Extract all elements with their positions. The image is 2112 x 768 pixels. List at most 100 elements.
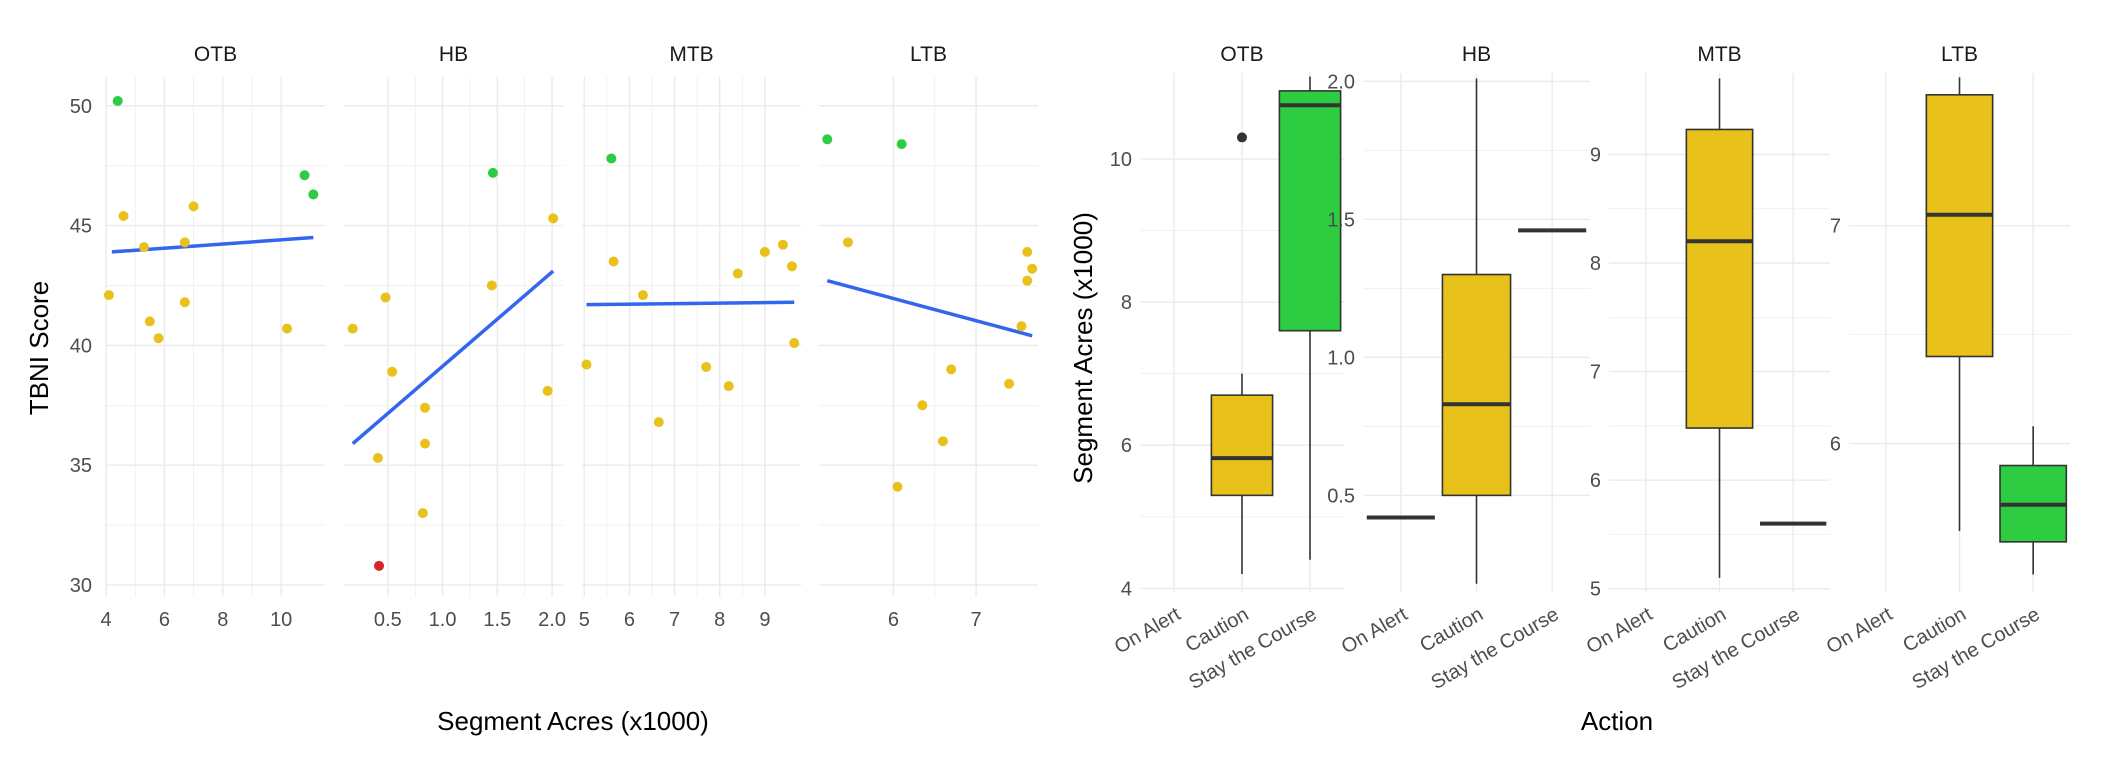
- data-point: [542, 385, 553, 396]
- scatter-panel-hb: HB 0.5 1.0 1.5 2.0: [344, 43, 566, 631]
- data-point: [917, 400, 928, 411]
- data-point: [892, 481, 903, 492]
- x-tick-label: On Alert: [1583, 603, 1657, 658]
- facet-strip-label: HB: [439, 43, 468, 66]
- data-point: [380, 292, 391, 303]
- facet-strip-label: HB: [1462, 43, 1491, 66]
- box: [1210, 394, 1274, 497]
- data-point: [732, 268, 743, 279]
- x-tick-label: 10: [270, 609, 292, 631]
- x-tick-label: 0.5: [374, 609, 402, 631]
- boxplot-caution: [1441, 78, 1512, 584]
- data-point: [786, 261, 797, 272]
- data-point: [103, 290, 114, 301]
- data-point: [188, 201, 199, 212]
- data-point: [138, 242, 149, 253]
- outlier-point: [1237, 132, 1247, 143]
- data-point: [118, 210, 129, 221]
- x-tick-label: 5: [579, 609, 590, 631]
- boxplot-stay-the-course: [1278, 76, 1342, 560]
- boxplot-caution: [1685, 78, 1754, 578]
- boxplot-caution: [1210, 132, 1274, 575]
- x-tick-label: Stay the Course: [1668, 603, 1803, 694]
- y-tick-label: 45: [70, 216, 92, 238]
- trend-line: [826, 278, 1033, 338]
- data-point: [153, 333, 164, 344]
- y-tick-label: 9: [1590, 144, 1601, 166]
- data-point: [637, 290, 648, 301]
- x-tick-label: 1.0: [429, 609, 457, 631]
- data-point: [789, 337, 800, 348]
- data-point: [374, 560, 385, 571]
- y-tick-label: 1.0: [1327, 347, 1355, 369]
- data-point: [420, 402, 431, 413]
- box: [1685, 128, 1754, 429]
- scatter-panel-mtb: MTB 5 6 7 8 9: [579, 43, 801, 631]
- data-point: [420, 438, 431, 449]
- x-tick-label: Stay the Course: [1908, 603, 2043, 694]
- y-tick-label: 1.5: [1327, 209, 1355, 231]
- data-point: [486, 280, 497, 291]
- x-tick-label: 7: [669, 609, 680, 631]
- data-point: [299, 170, 310, 181]
- y-tick-label: 40: [70, 335, 92, 357]
- x-tick-label: 6: [159, 609, 170, 631]
- boxplot-caution: [1925, 77, 1994, 531]
- data-point: [896, 139, 907, 150]
- data-point: [487, 167, 498, 178]
- scatter-panel-ltb: LTB 6 7: [819, 43, 1038, 631]
- data-point: [777, 239, 788, 250]
- data-point: [144, 316, 155, 327]
- facet-strip-label: LTB: [1941, 43, 1978, 66]
- data-point: [1022, 246, 1033, 257]
- x-tick-label: On Alert: [1338, 603, 1412, 658]
- data-point: [417, 508, 428, 519]
- x-tick-label: 8: [217, 609, 228, 631]
- y-tick-label: 10: [1110, 149, 1132, 171]
- x-tick-label: 8: [714, 609, 725, 631]
- x-tick-label: 2.0: [538, 609, 566, 631]
- data-point: [1004, 378, 1015, 389]
- trend-line: [586, 300, 795, 307]
- box: [1278, 90, 1342, 332]
- data-point: [653, 417, 664, 428]
- data-point: [842, 237, 853, 248]
- facet-strip-label: OTB: [1220, 43, 1263, 66]
- data-point: [548, 213, 559, 224]
- x-tick-label: 6: [624, 609, 635, 631]
- data-point: [1027, 263, 1038, 274]
- trend-line: [351, 269, 555, 445]
- data-point: [1022, 275, 1033, 286]
- y-tick-label: 2.0: [1327, 71, 1355, 93]
- y-tick-label: 30: [70, 575, 92, 597]
- box: [1441, 273, 1512, 497]
- data-point: [946, 364, 957, 375]
- y-tick-label: 6: [1121, 435, 1132, 457]
- y-tick-label: 4: [1121, 578, 1132, 600]
- data-point: [723, 381, 734, 392]
- x-tick-label: 6: [888, 609, 899, 631]
- data-point: [282, 323, 293, 334]
- data-point: [606, 153, 617, 164]
- box: [1925, 94, 1994, 358]
- y-tick-label: 35: [70, 455, 92, 477]
- facet-strip-label: OTB: [194, 43, 237, 66]
- y-tick-label: 6: [1590, 470, 1601, 492]
- data-point: [387, 366, 398, 377]
- x-tick-label: On Alert: [1111, 603, 1185, 658]
- y-tick-label: 8: [1590, 253, 1601, 275]
- data-point: [822, 134, 833, 145]
- box-x-axis-title: Action: [1581, 706, 1653, 736]
- data-point: [112, 95, 123, 106]
- data-point: [608, 256, 619, 267]
- box-y-axis-title: Segment Acres (x1000): [1068, 212, 1098, 484]
- scatter-y-axis-title: TBNI Score: [24, 281, 54, 415]
- data-point: [179, 297, 190, 308]
- facet-strip-label: LTB: [910, 43, 947, 66]
- y-tick-label: 0.5: [1327, 485, 1355, 507]
